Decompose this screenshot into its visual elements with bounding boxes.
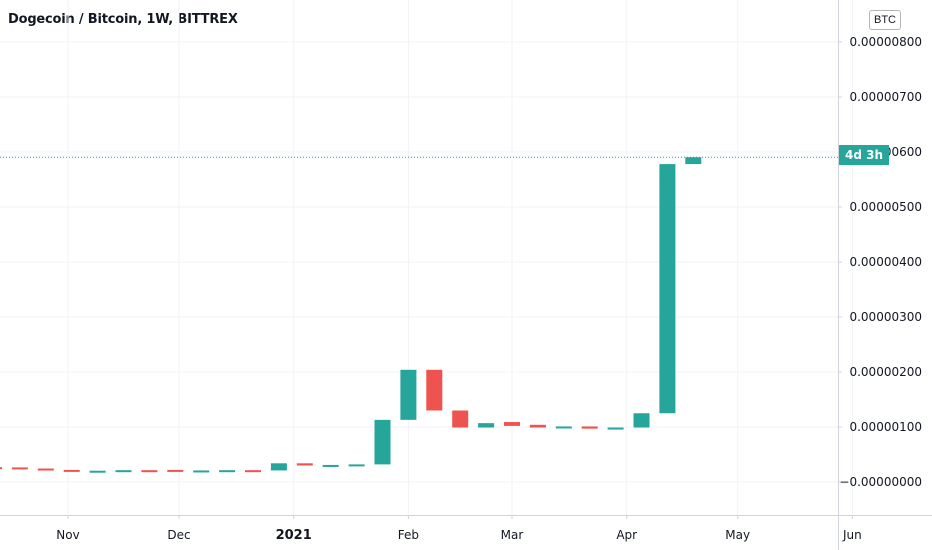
- x-tick-label: 2021: [276, 528, 312, 543]
- x-tick-label: Dec: [167, 528, 190, 542]
- candle: [478, 423, 495, 428]
- candles: [0, 157, 702, 473]
- currency-badge[interactable]: BTC: [869, 10, 901, 30]
- y-tick-label: 0.00000400: [849, 255, 922, 269]
- y-tick-label: 0.00000800: [849, 35, 922, 49]
- y-tick-label: 0.00000300: [849, 310, 922, 324]
- candle: [452, 410, 469, 428]
- candle: [0, 467, 2, 470]
- candle: [529, 424, 546, 428]
- candle: [348, 464, 365, 467]
- candle: [659, 164, 676, 414]
- candle: [607, 427, 624, 430]
- candle: [11, 467, 28, 470]
- candle: [219, 470, 236, 473]
- candle: [245, 470, 261, 473]
- y-tick-label: 0.00000200: [849, 365, 922, 379]
- x-tick-label: Mar: [501, 528, 524, 542]
- candle: [581, 426, 598, 429]
- x-tick-label: Nov: [56, 528, 79, 542]
- x-axis[interactable]: Nov Dec 2021 Feb Mar Apr May Jun: [56, 515, 862, 543]
- y-axis[interactable]: 0.000008000.000007000.000006000.00000500…: [838, 35, 922, 489]
- candle: [504, 422, 520, 426]
- candle: [400, 369, 417, 420]
- candle: [685, 157, 702, 165]
- candle: [296, 463, 313, 466]
- candle: [555, 426, 572, 429]
- candle: [63, 469, 80, 472]
- candle: [193, 470, 210, 473]
- candle: [633, 413, 650, 428]
- candle: [37, 468, 54, 471]
- y-tick-label: 0.00000700: [849, 90, 922, 104]
- y-tick-label: −0.00000000: [839, 475, 922, 489]
- candle: [89, 470, 106, 473]
- y-tick-label: 0.00000500: [849, 200, 922, 214]
- candle: [270, 463, 287, 471]
- candle: [374, 419, 391, 465]
- chart-title: Dogecoin / Bitcoin, 1W, BITTREX: [8, 12, 238, 27]
- price-countdown-label: 4d 3h: [839, 145, 889, 165]
- x-tick-label: Apr: [616, 528, 637, 542]
- x-tick-label: May: [725, 528, 750, 542]
- x-tick-label: Jun: [842, 528, 862, 542]
- y-tick-label: 0.00000100: [849, 420, 922, 434]
- candle: [322, 464, 339, 467]
- candle: [167, 469, 184, 472]
- x-tick-label: Feb: [398, 528, 419, 542]
- candle: [141, 470, 158, 473]
- grid-lines: [0, 0, 853, 515]
- candle: [426, 369, 443, 411]
- candle: [115, 470, 132, 473]
